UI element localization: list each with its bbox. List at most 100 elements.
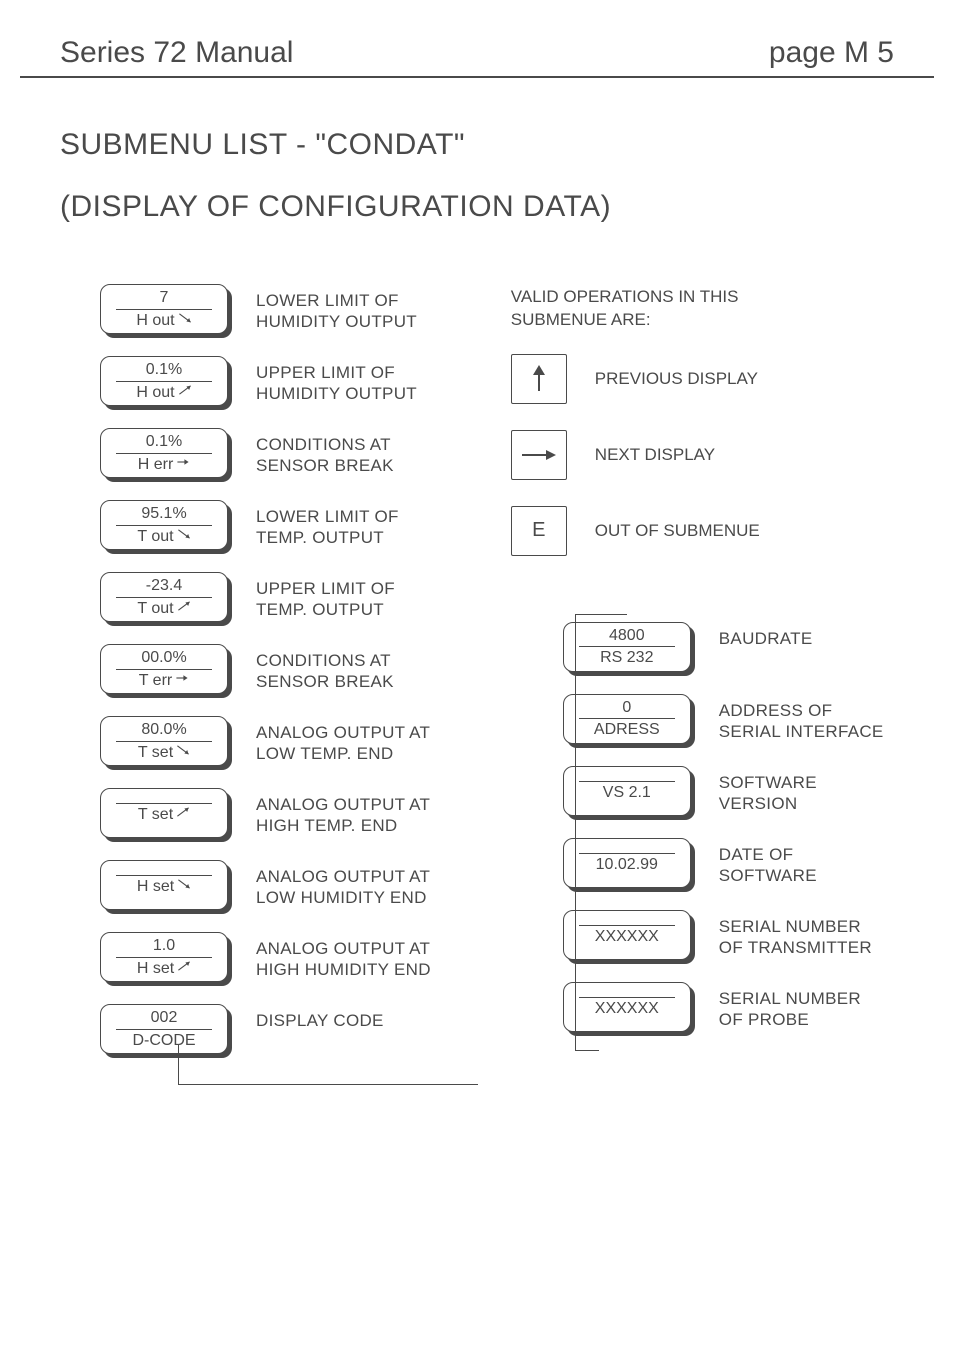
- display-label: T set: [138, 743, 190, 762]
- display-label: H set: [137, 959, 191, 978]
- connector-line: [575, 614, 576, 1050]
- config-item: XXXXXX SERIAL NUMBEROF TRANSMITTER: [563, 910, 884, 960]
- display-value: 7: [160, 288, 169, 307]
- display-box: XXXXXX: [563, 910, 691, 960]
- display-box: VS 2.1: [563, 766, 691, 816]
- operation-row: NEXT DISPLAY: [511, 430, 884, 480]
- display-box: T set: [100, 788, 228, 838]
- down-arrow-icon: [176, 743, 190, 762]
- config-description: UPPER LIMIT OFTEMP. OUTPUT: [228, 572, 395, 621]
- display-box: 0.1% H out: [100, 356, 228, 406]
- display-box: 7 H out: [100, 284, 228, 334]
- config-item: XXXXXX SERIAL NUMBEROF PROBE: [563, 982, 884, 1032]
- display-label: VS 2.1: [603, 783, 651, 802]
- config-item: 95.1% T out LOWER LIMIT OFTEMP. OUTPUT: [100, 500, 431, 550]
- config-description: UPPER LIMIT OFHUMIDITY OUTPUT: [228, 356, 417, 405]
- up-arrow-icon: [176, 805, 190, 824]
- config-item: 4800 RS 232 BAUDRATE: [563, 622, 884, 672]
- config-item: T set ANALOG OUTPUT ATHIGH TEMP. END: [100, 788, 431, 838]
- display-label: T out: [137, 527, 190, 546]
- config-item: 80.0% T set ANALOG OUTPUT ATLOW TEMP. EN…: [100, 716, 431, 766]
- config-description: ANALOG OUTPUT ATHIGH HUMIDITY END: [228, 932, 431, 981]
- display-box: 1.0 H set: [100, 932, 228, 982]
- config-item: 002 D-CODE DISPLAY CODE: [100, 1004, 431, 1054]
- display-value: -23.4: [146, 576, 182, 595]
- display-value: 4800: [609, 626, 645, 645]
- display-value: 0: [622, 698, 631, 717]
- display-label: ADRESS: [594, 720, 660, 739]
- display-label: H err: [138, 455, 191, 474]
- display-box: 0.1% H err: [100, 428, 228, 478]
- display-box: 4800 RS 232: [563, 622, 691, 672]
- ops-title-line2: SUBMENUE ARE:: [511, 310, 651, 329]
- config-description: ANALOG OUTPUT ATLOW HUMIDITY END: [228, 860, 430, 909]
- operation-label: PREVIOUS DISPLAY: [595, 369, 758, 389]
- ops-title-line1: VALID OPERATIONS IN THIS: [511, 287, 739, 306]
- display-box: 80.0% T set: [100, 716, 228, 766]
- page-header: Series 72 Manual page M 5: [20, 36, 934, 78]
- config-description: LOWER LIMIT OFHUMIDITY OUTPUT: [228, 284, 417, 333]
- config-item: 1.0 H set ANALOG OUTPUT ATHIGH HUMIDITY …: [100, 932, 431, 982]
- config-item: 0 ADRESS ADDRESS OFSERIAL INTERFACE: [563, 694, 884, 744]
- display-label: 10.02.99: [596, 855, 658, 874]
- config-description: LOWER LIMIT OFTEMP. OUTPUT: [228, 500, 399, 549]
- operation-label: OUT OF SUBMENUE: [595, 521, 760, 541]
- display-box: 95.1% T out: [100, 500, 228, 550]
- up-arrow-icon: [177, 599, 191, 618]
- page-number: page M 5: [769, 36, 894, 70]
- display-label: H out: [136, 383, 191, 402]
- down-arrow-icon: [178, 311, 192, 330]
- connector-line: [575, 614, 627, 615]
- up-arrow-icon: [177, 959, 191, 978]
- config-item: VS 2.1 SOFTWAREVERSION: [563, 766, 884, 816]
- up-key-icon[interactable]: [511, 354, 567, 404]
- display-label: XXXXXX: [595, 927, 659, 946]
- display-box: 002 D-CODE: [100, 1004, 228, 1054]
- display-label: T err: [139, 671, 189, 690]
- operations-heading: VALID OPERATIONS IN THIS SUBMENUE ARE:: [511, 286, 884, 332]
- down-arrow-icon: [177, 877, 191, 896]
- config-description: DISPLAY CODE: [228, 1004, 384, 1031]
- manual-title: Series 72 Manual: [60, 36, 293, 70]
- right-key-icon[interactable]: [511, 430, 567, 480]
- connector-line: [575, 1050, 599, 1051]
- config-item: -23.4 T out UPPER LIMIT OFTEMP. OUTPUT: [100, 572, 431, 622]
- left-column: 7 H out LOWER LIMIT OFHUMIDITY OUTPUT 0.…: [100, 284, 431, 1076]
- display-label: XXXXXX: [595, 999, 659, 1018]
- display-box: 00.0% T err: [100, 644, 228, 694]
- display-label: H set: [137, 877, 191, 896]
- config-item: 10.02.99 DATE OFSOFTWARE: [563, 838, 884, 888]
- display-label: T set: [138, 805, 190, 824]
- display-value: 0.1%: [146, 360, 182, 379]
- config-item: 00.0% T err CONDITIONS ATSENSOR BREAK: [100, 644, 431, 694]
- down-arrow-icon: [177, 527, 191, 546]
- config-item: H set ANALOG OUTPUT ATLOW HUMIDITY END: [100, 860, 431, 910]
- config-description: ANALOG OUTPUT ATHIGH TEMP. END: [228, 788, 430, 837]
- config-description: DATE OFSOFTWARE: [691, 838, 817, 887]
- display-value: 00.0%: [141, 648, 186, 667]
- config-item: 0.1% H err CONDITIONS ATSENSOR BREAK: [100, 428, 431, 478]
- config-description: SERIAL NUMBEROF PROBE: [691, 982, 861, 1031]
- config-description: SOFTWAREVERSION: [691, 766, 817, 815]
- e-key[interactable]: E: [511, 506, 567, 556]
- display-box: XXXXXX: [563, 982, 691, 1032]
- display-label: RS 232: [600, 648, 653, 667]
- display-value: 002: [151, 1008, 178, 1027]
- submenu-subtitle: (DISPLAY OF CONFIGURATION DATA): [60, 190, 894, 224]
- up-arrow-icon: [178, 383, 192, 402]
- config-item: 0.1% H out UPPER LIMIT OFHUMIDITY OUTPUT: [100, 356, 431, 406]
- display-label: H out: [136, 311, 191, 330]
- submenu-title: SUBMENU LIST - "CONDAT": [60, 128, 894, 162]
- right-column: VALID OPERATIONS IN THIS SUBMENUE ARE: P…: [511, 284, 884, 1054]
- display-box: 10.02.99: [563, 838, 691, 888]
- config-description: BAUDRATE: [691, 622, 813, 649]
- display-label: T out: [137, 599, 190, 618]
- display-value: 95.1%: [141, 504, 186, 523]
- config-description: CONDITIONS ATSENSOR BREAK: [228, 428, 394, 477]
- config-description: ANALOG OUTPUT ATLOW TEMP. END: [228, 716, 430, 765]
- config-description: ADDRESS OFSERIAL INTERFACE: [691, 694, 884, 743]
- config-description: CONDITIONS ATSENSOR BREAK: [228, 644, 394, 693]
- operation-label: NEXT DISPLAY: [595, 445, 715, 465]
- display-box: H set: [100, 860, 228, 910]
- operation-row: PREVIOUS DISPLAY: [511, 354, 884, 404]
